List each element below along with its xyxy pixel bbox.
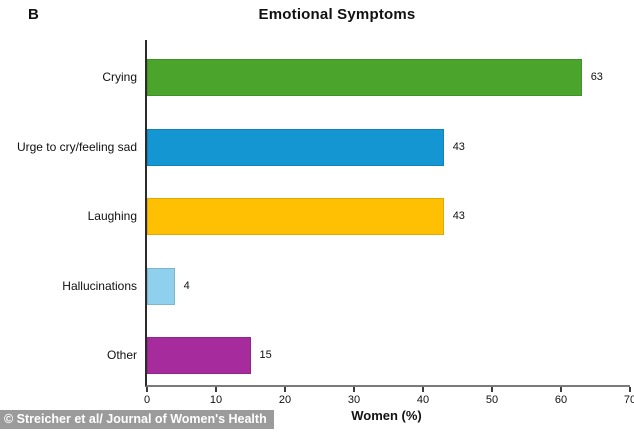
panel-label: B <box>28 6 39 23</box>
x-axis-tick-label: 10 <box>209 394 223 406</box>
bar-value-label: 15 <box>259 349 272 361</box>
x-axis-tick-label: 50 <box>485 394 499 406</box>
y-axis-category-label: Laughing <box>87 209 137 223</box>
watermark-credit: © Streicher et al/ Journal of Women's He… <box>0 410 274 429</box>
x-axis-tick-label: 30 <box>347 394 361 406</box>
x-axis-tick <box>560 387 562 392</box>
x-axis-label: Women (%) <box>351 408 422 423</box>
bar-urge-to-cry-feeling-sad <box>147 128 444 166</box>
y-axis-category-label: Crying <box>102 70 137 84</box>
bar-value-label: 43 <box>452 140 465 153</box>
x-axis-tick <box>284 387 286 392</box>
bar-crying <box>147 59 582 96</box>
chart-title: Emotional Symptoms <box>258 6 416 23</box>
bar-value-label: 63 <box>590 71 603 83</box>
bar-laughing <box>147 198 444 235</box>
bar-value-label: 43 <box>452 210 465 222</box>
x-axis-tick <box>146 387 148 392</box>
x-axis-tick <box>353 387 355 392</box>
x-axis-tick <box>629 387 631 392</box>
x-axis-tick-label: 60 <box>554 394 568 406</box>
bar-hallucinations <box>147 267 175 305</box>
y-axis-category-label: Other <box>106 348 137 362</box>
x-axis-tick <box>215 387 217 392</box>
y-axis-category-label: Urge to cry/feeling sad <box>16 139 137 154</box>
x-axis-tick <box>422 387 424 392</box>
bar-value-label: 4 <box>183 279 190 292</box>
x-axis-tick <box>491 387 493 392</box>
x-axis-tick-label: 40 <box>416 394 430 406</box>
plot-area: 63 43 43 4 15 0 10 20 30 40 50 60 70 <box>144 40 634 406</box>
y-axis-category-label: Hallucinations <box>62 278 137 293</box>
x-axis-tick-label: 70 <box>623 394 634 406</box>
x-axis-tick-label: 0 <box>143 394 151 406</box>
bar-other <box>147 337 251 374</box>
x-axis-tick-label: 20 <box>278 394 292 406</box>
